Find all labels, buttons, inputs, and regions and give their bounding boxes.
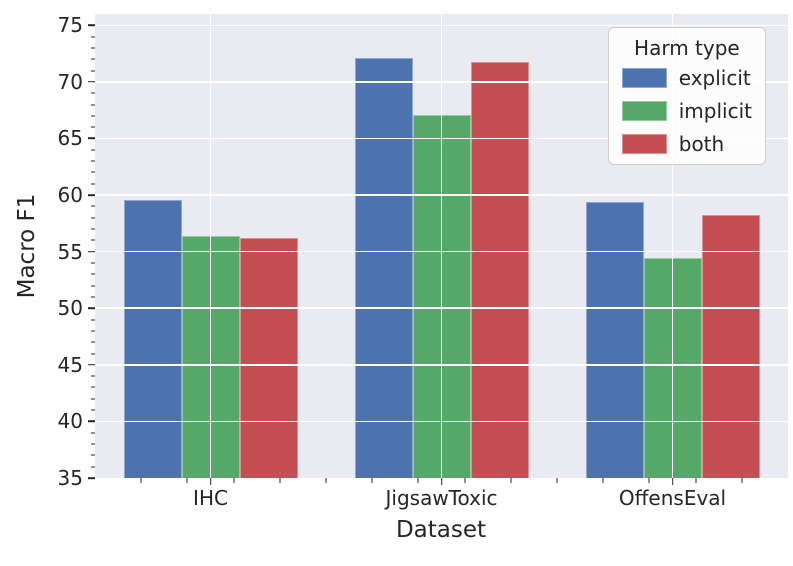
xtick-minor xyxy=(695,478,697,483)
ytick-minor-42 xyxy=(90,398,95,400)
legend-item-implicit: implicit xyxy=(621,99,752,123)
ytick-label-55: 55 xyxy=(57,239,83,264)
ytick-35 xyxy=(88,477,95,479)
xtick-minor xyxy=(556,478,558,483)
ytick-minor-52 xyxy=(90,285,95,287)
bar-IHC-both xyxy=(239,238,298,478)
ytick-minor-72 xyxy=(90,58,95,60)
xtick-OffensEval xyxy=(671,478,674,485)
ytick-label-60: 60 xyxy=(57,183,83,208)
bar-IHC-explicit xyxy=(123,199,182,478)
gridline-x-JigsawToxic xyxy=(440,14,443,478)
ytick-minor-57 xyxy=(90,228,95,230)
legend-label-explicit: explicit xyxy=(678,66,751,90)
ytick-label-65: 65 xyxy=(57,126,83,151)
ytick-minor-69 xyxy=(90,92,95,94)
xtick-minor xyxy=(464,478,466,483)
ytick-minor-53 xyxy=(90,273,95,275)
ytick-minor-73 xyxy=(90,47,95,49)
xtick-minor xyxy=(140,478,142,483)
ytick-minor-46 xyxy=(90,353,95,354)
bar-OffensEval-explicit xyxy=(585,201,644,478)
gridline-x-IHC xyxy=(209,14,212,478)
legend-items: explicit implicit both xyxy=(621,66,752,156)
ytick-minor-59 xyxy=(90,205,95,207)
ytick-minor-64 xyxy=(90,149,95,151)
ytick-60 xyxy=(88,194,95,196)
xtick-minor xyxy=(233,478,235,483)
plot-area: 35 40 45 50 55 60 65 70 75 IHC JigsawToxic OffensEv… xyxy=(58,14,788,509)
ytick-minor-38 xyxy=(90,443,95,445)
legend-item-both: both xyxy=(621,132,752,156)
legend-title: Harm type xyxy=(634,36,740,60)
xtick-label-JigsawToxic: JigsawToxic xyxy=(385,486,498,510)
xtick-minor xyxy=(417,478,419,483)
ytick-minor-68 xyxy=(90,104,95,106)
legend: Harm type explicit implicit both xyxy=(607,27,766,165)
ytick-minor-51 xyxy=(90,296,95,298)
ytick-label-70: 70 xyxy=(57,69,83,94)
ytick-45 xyxy=(88,364,95,366)
ytick-minor-63 xyxy=(90,160,95,162)
ytick-75 xyxy=(88,24,95,27)
bar-JigsawToxic-explicit xyxy=(354,58,413,478)
ytick-label-45: 45 xyxy=(57,352,83,377)
legend-swatch-both xyxy=(621,134,667,154)
ytick-65 xyxy=(88,137,95,140)
x-axis-title: Dataset xyxy=(395,517,487,543)
xtick-JigsawToxic xyxy=(440,478,443,485)
ytick-minor-71 xyxy=(90,70,95,72)
ytick-70 xyxy=(88,81,95,83)
ytick-label-40: 40 xyxy=(57,409,83,434)
ytick-minor-49 xyxy=(90,319,95,321)
legend-item-explicit: explicit xyxy=(621,66,752,90)
ytick-minor-39 xyxy=(90,432,95,434)
ytick-minor-41 xyxy=(90,409,95,411)
ytick-minor-54 xyxy=(90,262,95,264)
ytick-55 xyxy=(88,250,95,253)
xtick-label-OffensEval: OffensEval xyxy=(618,486,727,510)
bar-JigsawToxic-both xyxy=(470,61,529,478)
xtick-IHC xyxy=(209,478,212,485)
xtick-minor xyxy=(602,478,604,483)
ytick-minor-43 xyxy=(90,386,95,388)
ytick-40 xyxy=(88,420,95,423)
xtick-minor xyxy=(186,478,188,483)
ytick-minor-37 xyxy=(90,454,95,456)
xtick-minor xyxy=(325,478,327,483)
ytick-minor-66 xyxy=(90,126,95,128)
xtick-minor xyxy=(510,478,512,483)
bar-OffensEval-both xyxy=(701,215,760,478)
xtick-minor xyxy=(279,478,281,483)
legend-swatch-explicit xyxy=(621,68,667,88)
legend-swatch-implicit xyxy=(621,101,667,121)
xtick-minor xyxy=(371,478,373,483)
xtick-minor xyxy=(741,478,743,483)
ytick-minor-61 xyxy=(90,183,95,185)
ytick-minor-74 xyxy=(90,36,95,38)
ytick-minor-48 xyxy=(90,330,95,332)
xtick-label-IHC: IHC xyxy=(193,486,228,510)
ytick-minor-62 xyxy=(90,171,95,173)
ytick-label-35: 35 xyxy=(57,466,83,490)
ytick-label-75: 75 xyxy=(57,13,83,38)
ytick-minor-44 xyxy=(90,375,95,377)
ytick-minor-58 xyxy=(90,217,95,219)
ytick-50 xyxy=(88,307,95,310)
ytick-minor-56 xyxy=(90,239,95,241)
ytick-label-50: 50 xyxy=(57,296,83,321)
xtick-minor xyxy=(648,478,650,483)
ytick-minor-67 xyxy=(90,115,95,117)
gridline-x-OffensEval xyxy=(671,14,674,478)
legend-label-both: both xyxy=(678,132,725,156)
legend-label-implicit: implicit xyxy=(678,99,752,123)
ytick-minor-47 xyxy=(90,341,95,343)
ytick-minor-36 xyxy=(90,466,95,468)
